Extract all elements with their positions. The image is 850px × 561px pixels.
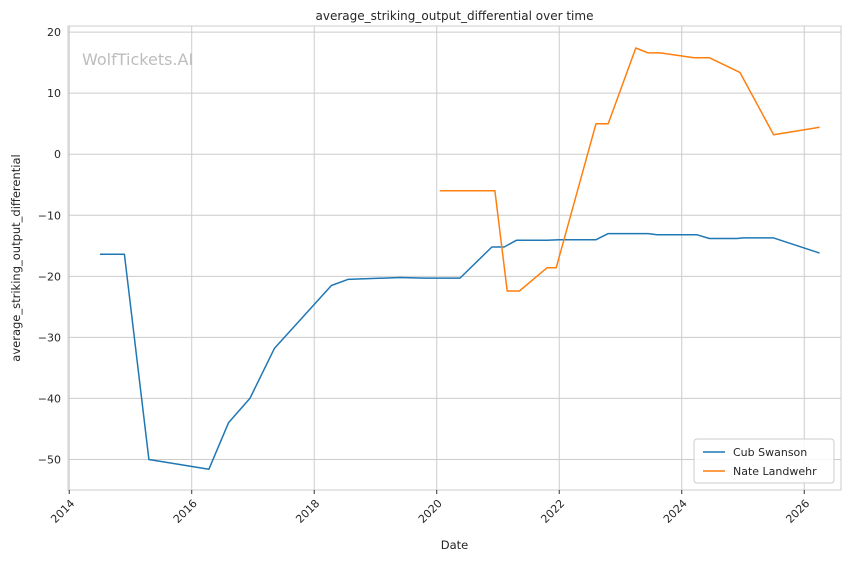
y-tick-label: 20 [47,26,61,39]
plot-frame [67,25,842,491]
series-layer [99,47,820,470]
y-tick-label: −30 [38,331,61,344]
x-tick-label: 2016 [171,497,200,526]
chart-title: average_striking_output_differential ove… [316,9,594,23]
y-axis-ticks: −50 −40 −30 −20 −10 0 10 20 [38,26,61,466]
x-tick-label: 2018 [293,497,322,526]
x-tick-label: 2022 [538,497,567,526]
series-line-cub-swanson [99,232,820,470]
x-axis-title: Date [441,538,469,552]
legend: Cub Swanson Nate Landwehr [693,438,835,484]
series-line-nate-landwehr [439,47,820,292]
legend-label: Nate Landwehr [733,465,817,478]
y-tick-label: 0 [54,148,61,161]
x-tick-label: 2014 [48,497,77,526]
y-tick-label: −50 [38,453,61,466]
x-axis-ticks: 2014 2016 2018 2020 2022 2024 2026 [48,490,812,526]
grid-lines [68,26,841,490]
x-tick-label: 2026 [783,497,812,526]
y-axis-title: average_striking_output_differential [9,154,23,361]
x-tick-label: 2024 [661,497,690,526]
y-tick-label: −20 [38,270,61,283]
y-tick-label: −40 [38,392,61,405]
x-tick-label: 2020 [416,497,445,526]
legend-label: Cub Swanson [733,446,807,459]
y-tick-label: −10 [38,209,61,222]
watermark-text: WolfTickets.AI [82,50,193,69]
y-tick-label: 10 [47,87,61,100]
legend-box [693,438,835,484]
